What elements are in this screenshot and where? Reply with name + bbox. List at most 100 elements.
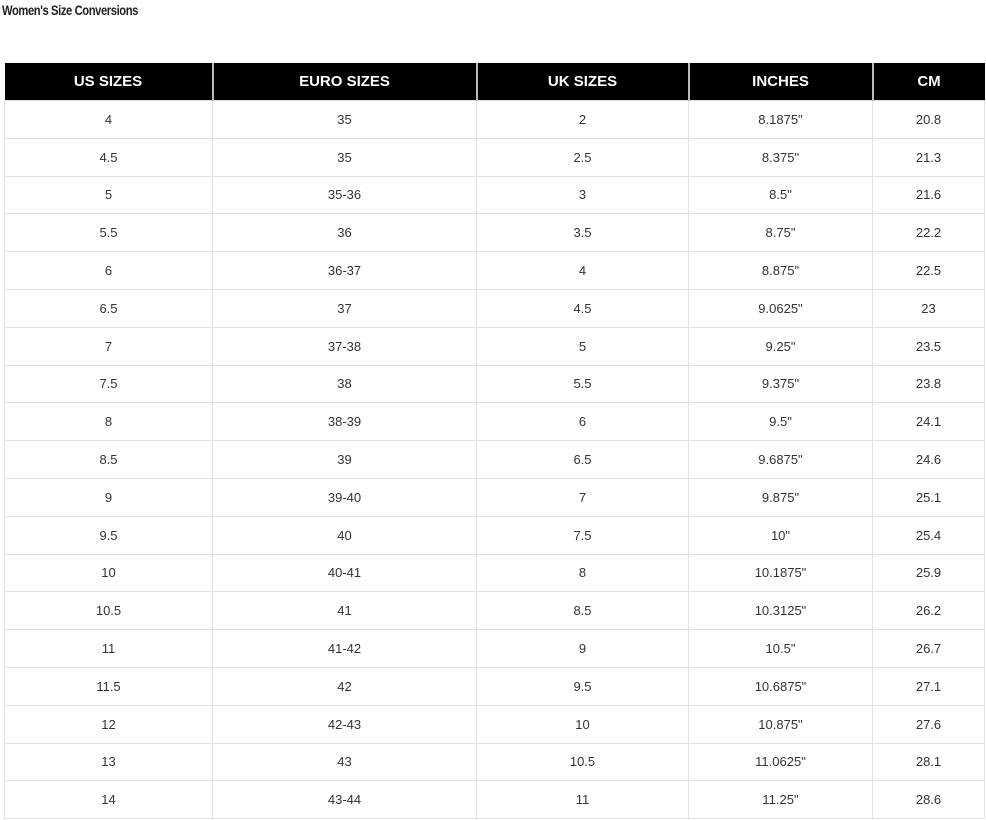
cell-uk-size: 5.5	[476, 364, 689, 404]
cell-inches: 10"	[688, 515, 873, 555]
cell-inches: 10.6875"	[688, 666, 873, 706]
cell-uk-size: 4.5	[476, 288, 689, 328]
cell-euro-size: 41	[212, 591, 477, 631]
cell-cm: 25.1	[872, 477, 985, 517]
cell-euro-size: 42	[212, 666, 477, 706]
header-cm: CM	[871, 63, 985, 101]
cell-uk-size: 7	[476, 477, 689, 517]
cell-cm: 21.6	[872, 175, 985, 215]
cell-cm: 23	[872, 288, 985, 328]
table-row: 14 43-44 11 11.25" 28.6	[4, 780, 985, 820]
cell-us-size: 11.5	[4, 666, 213, 706]
cell-euro-size: 35-36	[212, 175, 477, 215]
cell-euro-size: 36-37	[212, 251, 477, 290]
cell-uk-size: 2.5	[476, 137, 689, 177]
cell-euro-size: 40	[212, 515, 477, 555]
cell-cm: 26.7	[872, 629, 985, 668]
cell-inches: 11.0625"	[688, 742, 873, 782]
cell-us-size: 5	[4, 175, 213, 215]
cell-us-size: 10	[4, 553, 213, 593]
table-row: 10.5 41 8.5 10.3125" 26.2	[4, 591, 985, 631]
cell-us-size: 8	[4, 402, 213, 442]
cell-inches: 10.3125"	[688, 591, 873, 631]
cell-us-size: 5.5	[4, 213, 213, 253]
table-row: 4 35 2 8.1875" 20.8	[4, 100, 985, 139]
table-row: 7 37-38 5 9.25" 23.5	[4, 326, 985, 366]
cell-us-size: 14	[4, 780, 213, 820]
cell-inches: 10.1875"	[688, 553, 873, 593]
cell-inches: 8.1875"	[688, 100, 873, 139]
cell-inches: 9.375"	[688, 364, 873, 404]
cell-uk-size: 3	[476, 175, 689, 215]
cell-inches: 9.25"	[688, 326, 873, 366]
cell-uk-size: 4	[476, 251, 689, 290]
cell-us-size: 7.5	[4, 364, 213, 404]
cell-cm: 20.8	[872, 100, 985, 139]
cell-euro-size: 39-40	[212, 477, 477, 517]
cell-uk-size: 11	[476, 780, 689, 820]
cell-cm: 25.9	[872, 553, 985, 593]
table-row: 9 39-40 7 9.875" 25.1	[4, 477, 985, 517]
cell-cm: 28.1	[872, 742, 985, 782]
cell-euro-size: 35	[212, 137, 477, 177]
table-header-row: US SIZES EURO SIZES UK SIZES INCHES CM	[4, 63, 985, 101]
header-euro-sizes: EURO SIZES	[211, 63, 477, 101]
cell-cm: 27.6	[872, 704, 985, 744]
table-row: 7.5 38 5.5 9.375" 23.8	[4, 364, 985, 404]
cell-uk-size: 5	[476, 326, 689, 366]
table-row: 8 38-39 6 9.5" 24.1	[4, 402, 985, 442]
cell-inches: 9.0625"	[688, 288, 873, 328]
size-conversion-table: US SIZES EURO SIZES UK SIZES INCHES CM 4…	[4, 63, 985, 820]
cell-uk-size: 9	[476, 629, 689, 668]
header-inches: INCHES	[687, 63, 873, 101]
cell-euro-size: 37	[212, 288, 477, 328]
cell-inches: 8.875"	[688, 251, 873, 290]
cell-us-size: 8.5	[4, 440, 213, 479]
cell-euro-size: 42-43	[212, 704, 477, 744]
cell-inches: 9.6875"	[688, 440, 873, 479]
table-row: 6.5 37 4.5 9.0625" 23	[4, 288, 985, 328]
cell-us-size: 6.5	[4, 288, 213, 328]
cell-cm: 27.1	[872, 666, 985, 706]
cell-cm: 22.2	[872, 213, 985, 253]
cell-inches: 8.375"	[688, 137, 873, 177]
cell-euro-size: 43	[212, 742, 477, 782]
cell-euro-size: 36	[212, 213, 477, 253]
table-row: 11.5 42 9.5 10.6875" 27.1	[4, 666, 985, 706]
cell-uk-size: 9.5	[476, 666, 689, 706]
header-uk-sizes: UK SIZES	[475, 63, 689, 101]
cell-uk-size: 6.5	[476, 440, 689, 479]
cell-us-size: 11	[4, 629, 213, 668]
cell-cm: 24.1	[872, 402, 985, 442]
cell-euro-size: 35	[212, 100, 477, 139]
cell-us-size: 7	[4, 326, 213, 366]
cell-inches: 11.25"	[688, 780, 873, 820]
cell-us-size: 6	[4, 251, 213, 290]
cell-uk-size: 3.5	[476, 213, 689, 253]
table-row: 12 42-43 10 10.875" 27.6	[4, 704, 985, 744]
cell-us-size: 12	[4, 704, 213, 744]
cell-inches: 9.5"	[688, 402, 873, 442]
cell-us-size: 9	[4, 477, 213, 517]
table-row: 5.5 36 3.5 8.75" 22.2	[4, 213, 985, 253]
cell-us-size: 4.5	[4, 137, 213, 177]
cell-cm: 25.4	[872, 515, 985, 555]
table-row: 6 36-37 4 8.875" 22.5	[4, 251, 985, 290]
cell-cm: 22.5	[872, 251, 985, 290]
cell-uk-size: 6	[476, 402, 689, 442]
cell-uk-size: 10.5	[476, 742, 689, 782]
cell-euro-size: 37-38	[212, 326, 477, 366]
cell-uk-size: 10	[476, 704, 689, 744]
cell-inches: 10.5"	[688, 629, 873, 668]
cell-cm: 23.8	[872, 364, 985, 404]
header-us-sizes: US SIZES	[4, 63, 213, 101]
table-row: 11 41-42 9 10.5" 26.7	[4, 629, 985, 668]
cell-inches: 10.875"	[688, 704, 873, 744]
cell-inches: 8.5"	[688, 175, 873, 215]
table-row: 5 35-36 3 8.5" 21.6	[4, 175, 985, 215]
page-title: Women's Size Conversions	[2, 2, 139, 18]
table-row: 8.5 39 6.5 9.6875" 24.6	[4, 440, 985, 479]
cell-uk-size: 7.5	[476, 515, 689, 555]
cell-euro-size: 41-42	[212, 629, 477, 668]
cell-inches: 8.75"	[688, 213, 873, 253]
